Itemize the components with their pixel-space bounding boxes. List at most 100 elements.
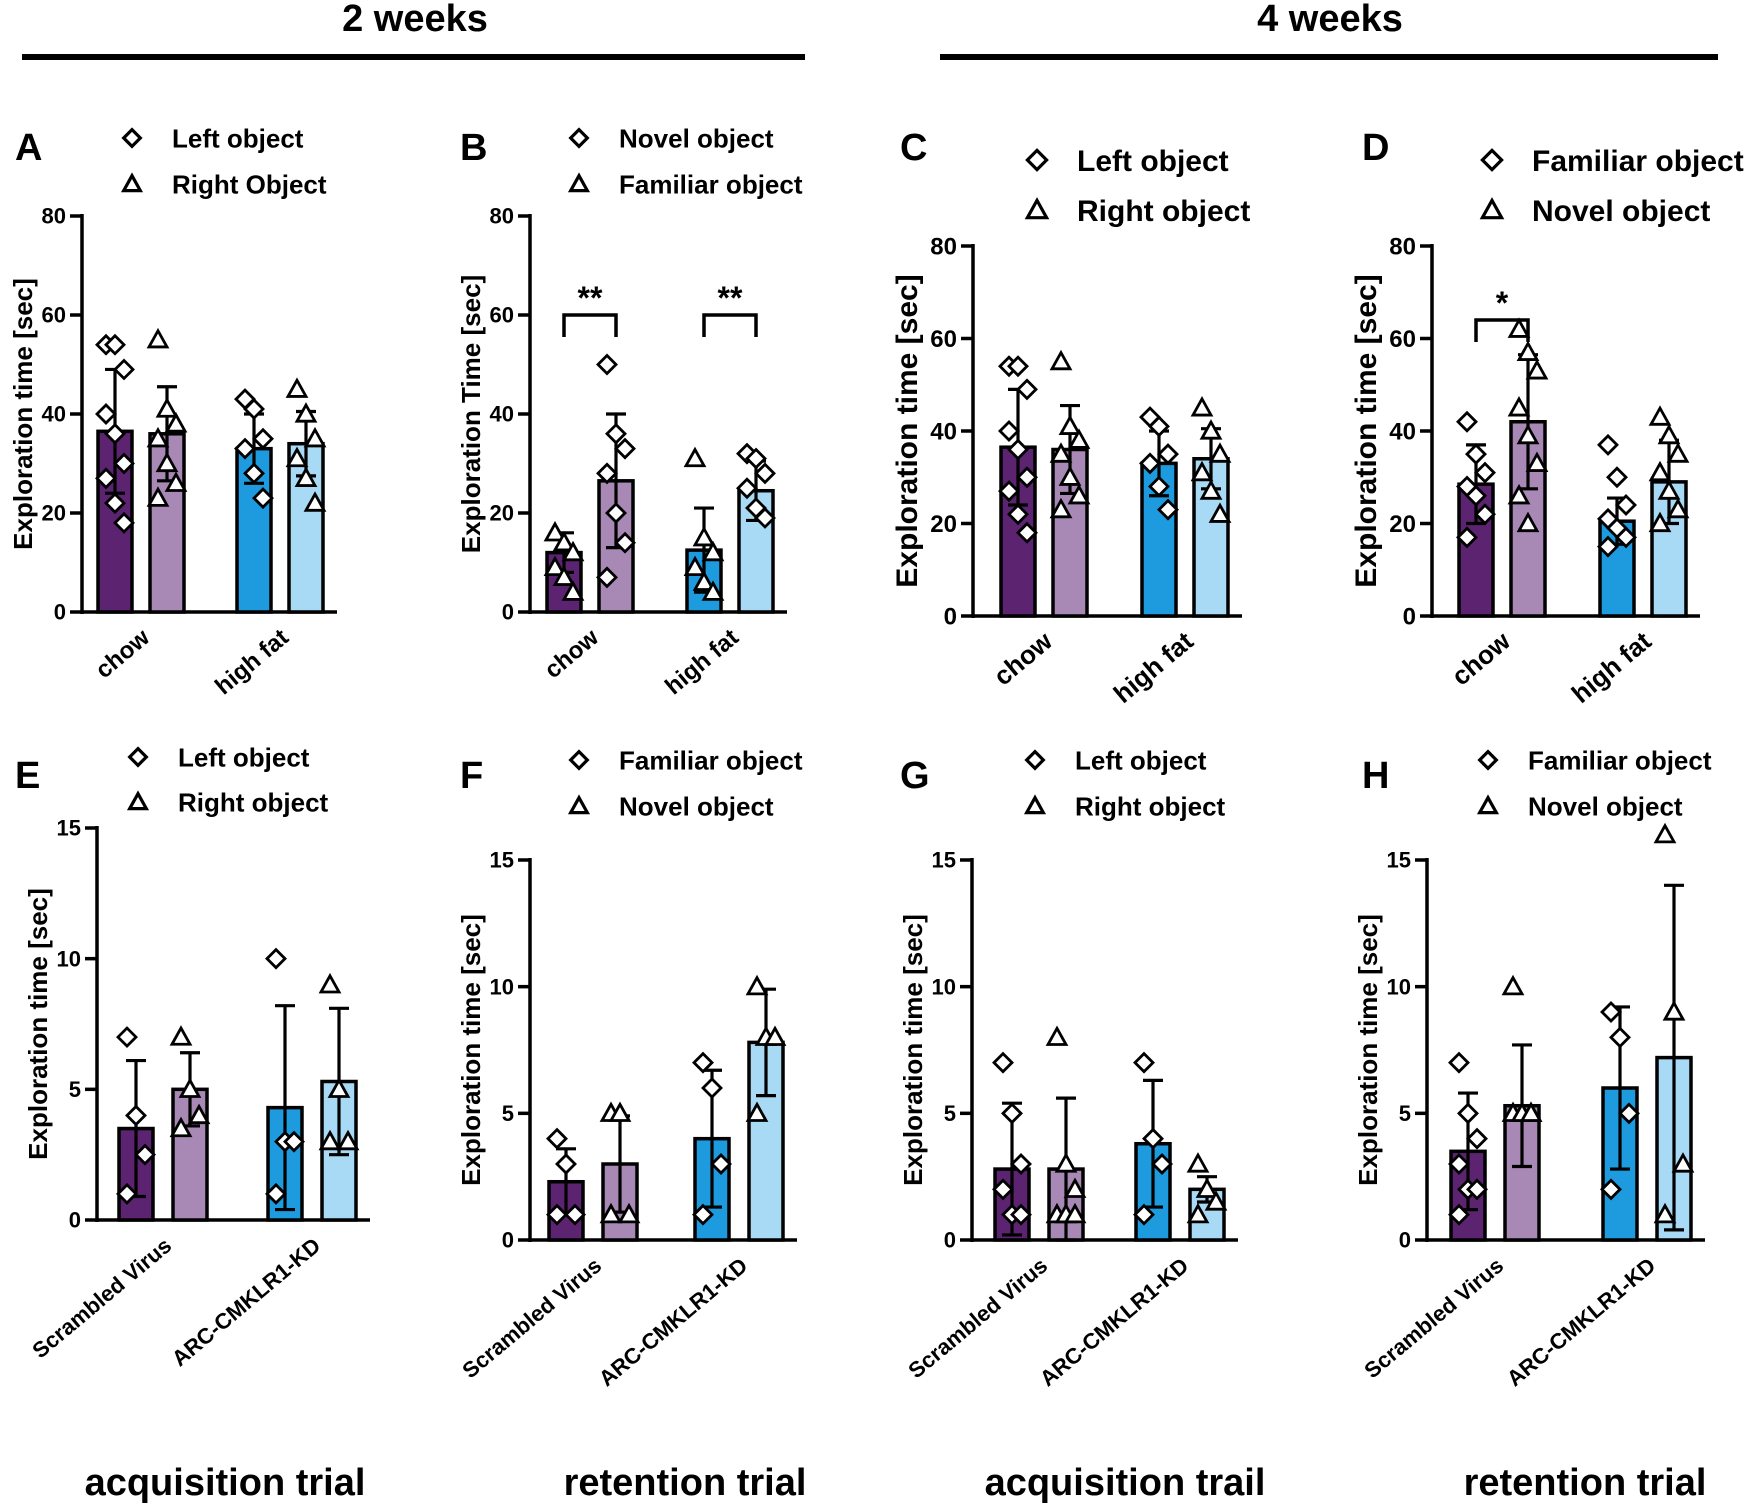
data-point-triangle (1067, 428, 1091, 449)
data-point-triangle (1067, 483, 1091, 505)
y-tick-label: 15 (490, 848, 514, 873)
y-tick-label: 60 (490, 303, 514, 328)
y-tick-label: 60 (1389, 326, 1416, 353)
data-point-triangle (745, 1101, 769, 1122)
y-tick-label: 5 (944, 1101, 956, 1126)
data-point-triangle (1049, 497, 1073, 519)
legend-label-right-object: Right object (1075, 791, 1226, 821)
data-point-triangle (1653, 1202, 1677, 1224)
y-tick-label: 40 (42, 402, 66, 427)
data-point-diamond (605, 502, 627, 524)
x-tick-label-high-fat: high fat (1108, 625, 1199, 709)
bar-arc-cmklr1-kd-novel-object (747, 1040, 785, 1242)
legend-marker-triangle (120, 172, 144, 193)
y-tick-label: 0 (69, 1208, 81, 1233)
legend-marker-triangle (567, 172, 591, 193)
legend-marker-triangle (1023, 794, 1047, 815)
y-tick-label: 0 (502, 600, 514, 625)
data-point-diamond (125, 1104, 147, 1127)
panel-letter-h: H (1362, 755, 1389, 797)
data-point-triangle (1516, 511, 1540, 533)
data-point-diamond (1133, 1051, 1155, 1074)
data-point-diamond (1157, 443, 1179, 466)
data-point-diamond (1457, 1102, 1479, 1125)
data-point-diamond (1148, 415, 1170, 438)
data-point-triangle (561, 580, 585, 601)
x-tick-label-chow: chow (988, 625, 1059, 691)
data-point-triangle (543, 555, 567, 577)
x-tick-label-scrambled-virus: Scrambled Virus (903, 1253, 1052, 1384)
y-axis-label: Exploration time [sec] (891, 274, 924, 587)
data-point-triangle (169, 1025, 193, 1046)
data-point-diamond (754, 506, 776, 529)
data-point-diamond (113, 358, 135, 381)
y-tick-label: 80 (490, 204, 514, 229)
data-point-diamond (701, 1077, 723, 1099)
data-point-triangle (285, 377, 309, 398)
data-point-diamond (1016, 466, 1038, 489)
data-point-triangle (1186, 1152, 1210, 1173)
y-tick-label: 80 (1389, 233, 1416, 260)
data-point-triangle (1208, 442, 1232, 463)
trial-label-retention-2wk: retention trial (563, 1462, 807, 1504)
chart-panel-d: D Familiar object Novel object 0 20 40 60 80 Exp… (1350, 120, 1756, 855)
data-point-triangle (1049, 442, 1073, 463)
data-point-triangle (327, 1077, 351, 1098)
data-point-diamond (1007, 355, 1029, 378)
y-axis-label: Exploration time [sec] (1353, 914, 1383, 1186)
data-point-diamond (1606, 466, 1628, 489)
data-point-diamond (1157, 498, 1179, 521)
data-point-triangle (178, 1077, 202, 1098)
data-point-triangle (1204, 1190, 1228, 1211)
significance-label: * (1496, 285, 1509, 321)
legend-label-novel-object: Novel object (1532, 195, 1710, 228)
data-point-triangle (552, 565, 576, 586)
data-point-diamond (998, 480, 1020, 503)
chart-b: B Novel object Familiar object 0 20 40 60 80 Exp… (456, 123, 803, 700)
data-point-diamond (95, 467, 117, 490)
data-point-diamond (1618, 1102, 1640, 1125)
data-point-triangle (617, 1202, 641, 1224)
data-point-triangle (1648, 460, 1672, 482)
data-point-diamond (1474, 503, 1496, 526)
data-point-triangle (1063, 1202, 1087, 1224)
data-point-diamond (116, 1182, 138, 1205)
data-point-diamond (113, 511, 135, 534)
y-tick-label: 0 (54, 600, 66, 625)
data-point-triangle (1199, 479, 1223, 500)
data-point-diamond (1456, 526, 1478, 549)
data-point-triangle (745, 974, 769, 996)
data-point-diamond (116, 1026, 138, 1049)
chart-f: F Familiar object Novel object 0 5 10 15 Explor… (456, 745, 803, 1391)
data-point-diamond (596, 462, 618, 485)
x-tick-label-arc-cmklr1-kd: ARC-CMKLR1-KD (1035, 1253, 1193, 1392)
data-point-diamond (113, 452, 135, 475)
y-tick-label: 80 (42, 204, 66, 229)
data-point-diamond (614, 531, 636, 554)
x-tick-label-scrambled-virus: Scrambled Virus (1359, 1253, 1508, 1384)
data-point-triangle (1671, 1152, 1695, 1173)
y-tick-label: 60 (42, 303, 66, 328)
legend-marker-triangle (567, 794, 591, 815)
significance-bracket (702, 313, 758, 337)
data-point-diamond (1597, 433, 1619, 456)
legend-marker-diamond (1477, 749, 1499, 771)
data-point-diamond (1448, 1203, 1470, 1226)
data-point-diamond (1148, 475, 1170, 498)
chart-a: A Left object Right Object 0 20 40 60 80 Explora… (8, 123, 337, 700)
data-point-triangle (683, 446, 707, 468)
legend-label-novel-object: Novel object (619, 791, 774, 821)
data-point-triangle (1208, 502, 1232, 523)
data-point-diamond (243, 462, 265, 485)
data-point-diamond (1600, 1001, 1622, 1023)
data-point-diamond (614, 437, 636, 460)
chart-panel-f: F Familiar object Novel object 0 5 10 15 Explor… (448, 740, 858, 1475)
data-point-diamond (546, 1127, 568, 1150)
data-point-triangle (294, 466, 318, 487)
panel-letter-b: B (460, 127, 487, 169)
y-tick-label: 0 (944, 603, 957, 630)
legend-marker-diamond (127, 746, 149, 768)
data-point-triangle (1507, 483, 1531, 505)
data-point-diamond (283, 1130, 305, 1153)
data-point-diamond (1001, 1102, 1023, 1125)
